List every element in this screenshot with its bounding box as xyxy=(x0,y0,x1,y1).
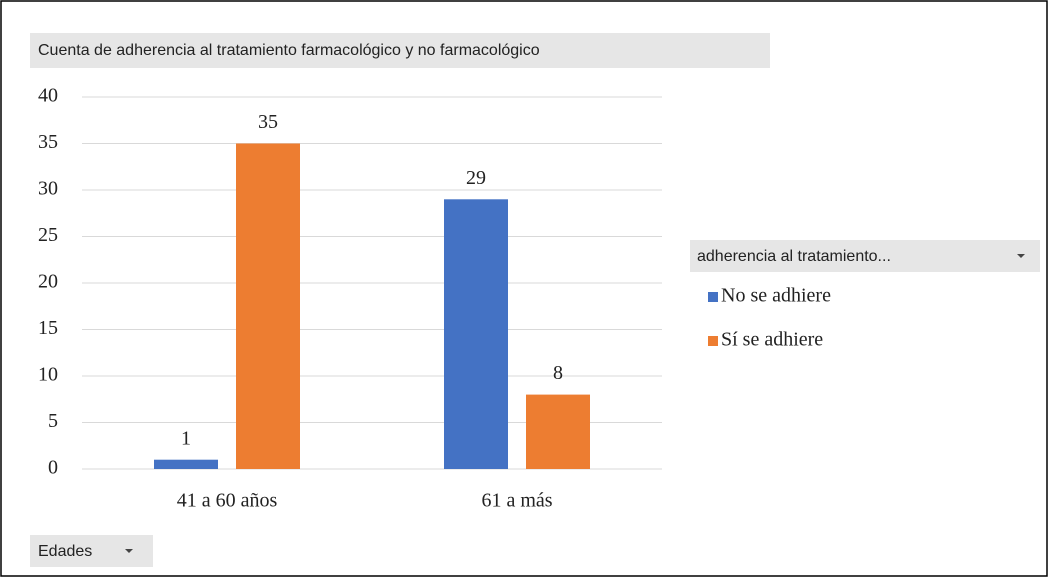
axis-field-button[interactable] xyxy=(30,535,153,567)
legend-swatch xyxy=(708,292,718,302)
x-tick-label: 41 a 60 años xyxy=(177,490,278,512)
y-tick-label: 30 xyxy=(38,178,58,200)
y-tick-label: 40 xyxy=(38,85,58,107)
data-label: 8 xyxy=(553,362,563,384)
bar xyxy=(236,143,300,469)
y-tick-label: 20 xyxy=(38,271,58,293)
dropdown-arrow xyxy=(1017,254,1025,258)
chart-title: Cuenta de adherencia al tratamiento farm… xyxy=(38,42,540,59)
legend-title: adherencia al tratamiento... xyxy=(697,248,891,265)
data-label: 29 xyxy=(466,167,486,189)
dropdown-arrow xyxy=(125,549,133,553)
title-box xyxy=(30,33,770,68)
y-tick-label: 10 xyxy=(38,364,58,386)
legend-label: No se adhiere xyxy=(721,285,831,307)
axis-field: Edades xyxy=(38,543,92,560)
y-tick-label: 25 xyxy=(38,224,58,246)
y-tick-label: 5 xyxy=(48,410,58,432)
data-label: 1 xyxy=(181,427,191,449)
legend-label: Sí se adhiere xyxy=(721,329,823,351)
y-tick-label: 35 xyxy=(38,131,58,153)
y-tick-label: 0 xyxy=(48,457,58,479)
x-tick-label: 61 a más xyxy=(481,490,552,512)
y-tick-label: 15 xyxy=(38,317,58,339)
bar xyxy=(444,199,508,470)
legend-field-button[interactable] xyxy=(690,240,1040,272)
bar xyxy=(154,459,218,469)
bar xyxy=(526,394,590,469)
legend-swatch xyxy=(708,336,718,346)
data-label: 35 xyxy=(258,111,278,133)
